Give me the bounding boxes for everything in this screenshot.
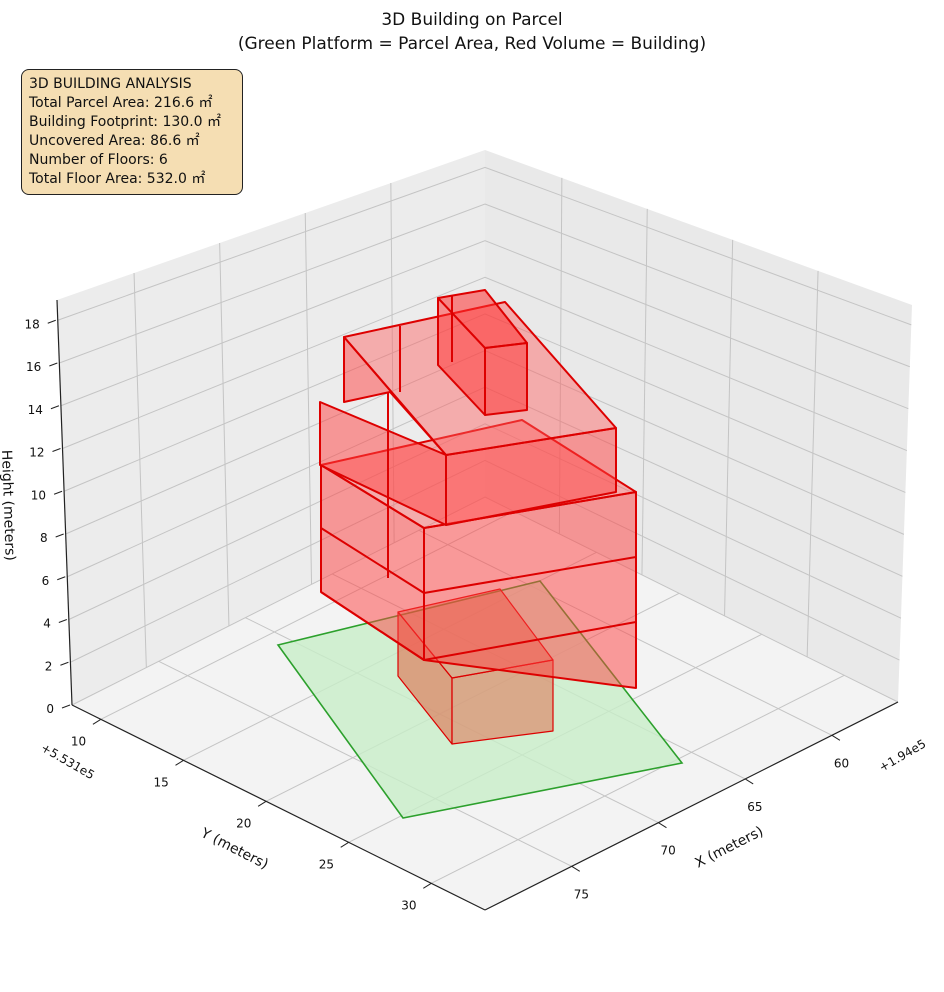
y-axis-label: Y (meters) [197,825,271,873]
x-tick-label: 75 [574,887,589,901]
y-tick-mark [257,800,267,807]
x-axis-label: X (meters) [693,824,767,872]
left-wall-grid-line [219,242,230,626]
info-floor-area: Total Floor Area: 532.0 ㎡ [29,171,206,187]
axes [56,299,899,911]
z-tick-mark [60,661,69,666]
z-tick-mark [58,619,68,623]
z-tick-mark [61,704,71,709]
info-parcel-area: Total Parcel Area: 216.6 ㎡ [29,95,213,111]
right-wall-grid-line [724,239,734,616]
left-wall-grid-line [133,272,147,668]
z-grid-line [62,276,908,452]
z-tick-mark [49,362,58,367]
x-tick-mark [571,865,580,872]
z-tick-label: 14 [28,403,43,417]
y-grid-line [431,674,845,884]
chart-subtitle: (Green Platform = Parcel Area, Red Volum… [238,34,706,54]
z-tick-label: 6 [42,574,50,588]
y-tick-mark [175,759,184,766]
z-tick-label: 8 [40,531,48,545]
z-grid-line [59,203,911,368]
z-tick-label: 18 [24,317,39,331]
z-tick-mark [52,448,61,452]
z-axis-label: Height (meters) [0,450,18,562]
z-tick-label: 10 [31,488,46,502]
x-tick-mark [658,822,667,829]
y-tick-label: 15 [154,775,169,789]
y-tick-label: 30 [401,898,416,912]
z-tick-mark [57,576,66,581]
z-grid-line [60,240,909,410]
z-tick-mark [55,533,64,538]
right-wall-grid-line [806,270,819,657]
z-tick-label: 16 [26,360,41,374]
x-offset-label: +1.94e5 [877,737,929,775]
left-wall-pane [57,150,485,705]
right-wall-grid-line [641,208,648,575]
x-tick-label: 70 [660,844,675,858]
z-tick-label: 12 [29,446,44,460]
left-wall-grid-line [304,212,313,585]
z-tick-label: 4 [43,617,51,631]
z-tick-mark [47,319,56,324]
info-floors: Number of Floors: 6 [29,152,168,168]
x-tick-label: 60 [834,756,849,770]
y-tick-label: 20 [236,816,251,830]
z-tick-mark [50,405,60,410]
tower-left [437,297,486,416]
z-grid-line [68,423,902,620]
info-footprint: Building Footprint: 130.0 ㎡ [29,114,222,130]
info-heading: 3D BUILDING ANALYSIS [29,76,192,92]
x-axis-line [484,701,899,911]
y-tick-mark [92,718,102,725]
y-offset-label: +5.531e5 [39,740,97,782]
tower-front [484,342,528,416]
z-tick-label: 0 [46,702,54,716]
floor-line [320,527,637,594]
z-axis-line [56,299,73,706]
y-tick-mark [340,841,349,848]
x-tick-label: 65 [747,800,762,814]
y-axis-line [71,704,486,911]
x-tick-mark [744,778,754,785]
chart-title: 3D Building on Parcel [381,10,562,30]
info-box: 3D BUILDING ANALYSIS Total Parcel Area: … [21,69,243,195]
building-volume [319,289,637,745]
y-tick-mark [423,882,432,889]
z-grid-line [57,166,912,326]
info-uncovered-area: Uncovered Area: 86.6 ㎡ [29,133,200,149]
right-wall-pane [485,150,912,702]
x-tick-mark [831,734,841,741]
z-tick-mark [53,490,63,495]
y-tick-label: 25 [319,857,334,871]
tick-labels: 0 2 4 6 8 10 12 14 16 18 10 15 20 25 30 60 65 70 75 [24,317,849,912]
floor-line [320,591,637,661]
y-tick-label: 10 [71,734,86,748]
z-tick-label: 2 [45,659,53,673]
